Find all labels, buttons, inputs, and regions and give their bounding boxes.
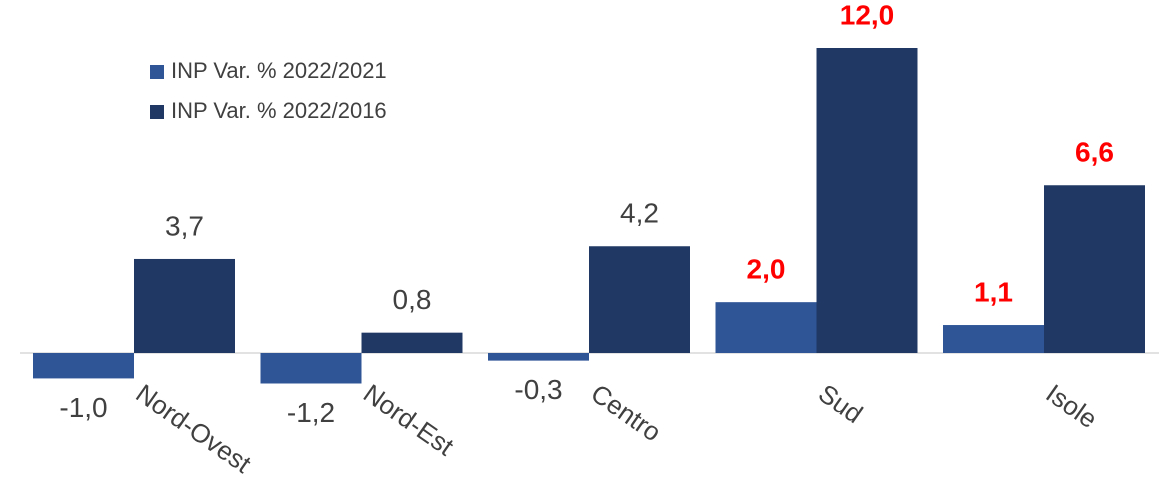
bar <box>1044 185 1145 353</box>
bar <box>943 325 1044 353</box>
data-label: 0,8 <box>393 284 432 315</box>
data-label: -1,2 <box>287 397 335 428</box>
legend-swatch <box>150 65 164 79</box>
bar <box>361 332 463 353</box>
legend-label: INP Var. % 2022/2021 <box>171 58 387 83</box>
data-label: 1,1 <box>974 276 1013 307</box>
bar <box>33 353 134 379</box>
bar <box>134 258 235 353</box>
data-label: 3,7 <box>165 210 204 241</box>
bar <box>816 48 918 353</box>
bar <box>260 353 362 384</box>
bar <box>488 353 589 361</box>
x-tick-label: Nord-Est <box>358 378 460 462</box>
data-label: 6,6 <box>1075 137 1114 168</box>
bar <box>715 302 817 353</box>
legend-swatch <box>150 105 164 119</box>
data-label: -0,3 <box>514 374 562 405</box>
x-tick-label: Centro <box>586 378 667 447</box>
bar <box>589 246 690 353</box>
x-tick-label: Isole <box>1041 378 1103 434</box>
data-label: 2,0 <box>747 254 786 285</box>
data-label: 4,2 <box>620 198 659 229</box>
data-label: 12,0 <box>840 0 895 30</box>
x-tick-label: Nord-Ovest <box>131 378 258 479</box>
x-tick-label: Sud <box>813 378 868 429</box>
data-label: -1,0 <box>59 392 107 423</box>
legend-label: INP Var. % 2022/2016 <box>171 98 387 123</box>
